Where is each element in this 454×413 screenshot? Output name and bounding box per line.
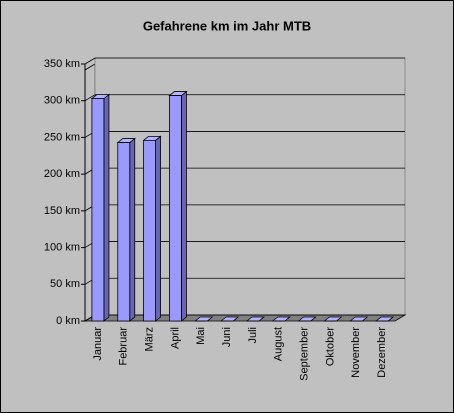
x-tick-label: Oktober <box>324 327 336 366</box>
bar <box>323 316 343 322</box>
x-tick-label: August <box>273 327 285 361</box>
back-wall <box>94 57 406 316</box>
bar <box>219 316 240 322</box>
bar <box>245 316 266 322</box>
y-tick-label: 50 km <box>50 278 80 290</box>
x-tick-label: April <box>169 327 181 349</box>
grid-line <box>84 57 96 65</box>
bar-face <box>103 93 110 322</box>
bar-face <box>169 95 182 322</box>
y-tick-label: 250 km <box>44 131 80 143</box>
bar-face <box>143 139 156 322</box>
y-tick-label: 300 km <box>44 95 80 107</box>
bar-face <box>129 137 136 322</box>
x-tick-label: Februar <box>118 327 130 366</box>
bar-face <box>117 142 131 322</box>
x-tick-label: Dezember <box>376 327 388 378</box>
x-tick-label: November <box>350 327 362 378</box>
bar-face <box>155 135 161 322</box>
y-tick-label: 0 km <box>56 315 80 327</box>
y-tick-label: 200 km <box>44 168 80 180</box>
bar <box>116 137 136 322</box>
bar <box>90 93 111 322</box>
bar <box>297 316 317 322</box>
x-tick-label: Januar <box>92 327 104 361</box>
x-tick-label: Mai <box>195 327 207 345</box>
x-tick-label: September <box>298 327 310 381</box>
x-tick-label: März <box>143 327 155 351</box>
bar-face <box>91 98 105 322</box>
y-tick-label: 150 km <box>44 205 80 217</box>
y-tick-label: 350 km <box>44 58 80 70</box>
bar <box>271 316 291 322</box>
bar <box>194 316 214 322</box>
chart-title: Gefahrene km im Jahr MTB <box>143 18 311 33</box>
bar-face <box>181 90 187 322</box>
bar <box>142 135 162 322</box>
grid-line <box>84 94 96 102</box>
bar <box>349 316 369 322</box>
y-tick-label: 100 km <box>44 241 80 253</box>
bar <box>168 90 188 322</box>
x-tick-label: Juli <box>247 327 259 344</box>
bar <box>374 316 395 322</box>
x-tick-label: Juni <box>221 327 233 347</box>
